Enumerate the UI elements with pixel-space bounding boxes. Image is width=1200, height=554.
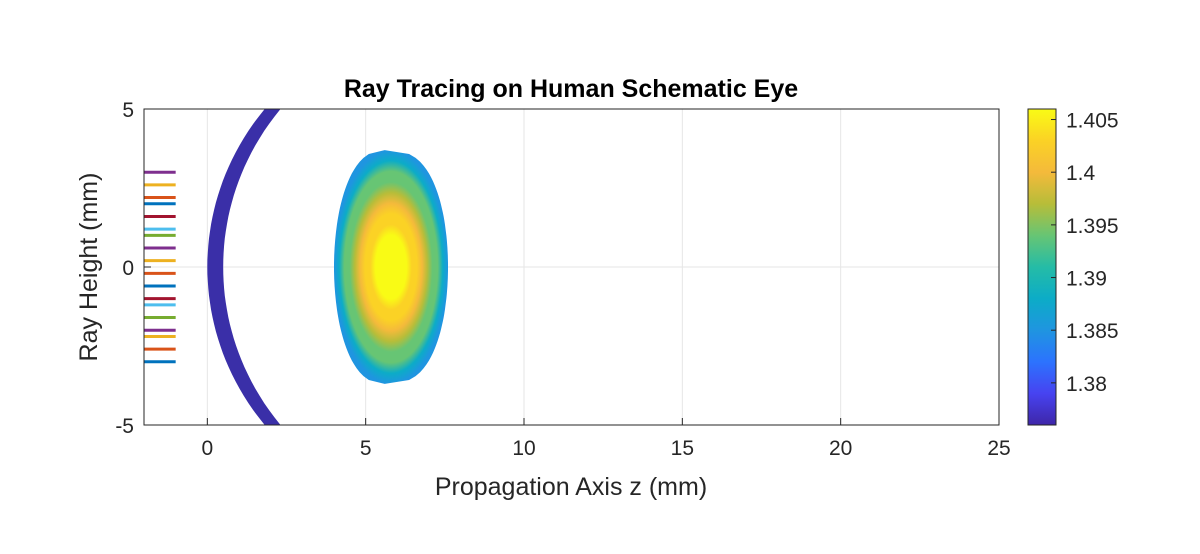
colorbar: 1.38 1.385 1.39 1.395 1.4 1.405 [1027, 108, 1119, 426]
x-tick-label: 5 [360, 437, 372, 460]
y-tick-label: -5 [115, 415, 134, 438]
x-axis-label: Propagation Axis z (mm) [435, 473, 707, 501]
colorbar-tick-label: 1.38 [1066, 373, 1107, 396]
x-tick-label: 0 [201, 437, 213, 460]
chart-title: Ray Tracing on Human Schematic Eye [344, 75, 798, 103]
y-tick-label: 5 [122, 99, 134, 122]
crystalline-lens-shape [334, 150, 448, 384]
y-axis-label: Ray Height (mm) [75, 173, 103, 362]
y-axis-ticks: -5 0 5 [115, 99, 151, 438]
colorbar-border [1027, 108, 1057, 426]
colorbar-ticks: 1.38 1.385 1.39 1.395 1.4 1.405 [1051, 110, 1119, 396]
y-tick-label: 0 [122, 257, 134, 280]
colorbar-tick-label: 1.395 [1066, 215, 1119, 238]
x-tick-label: 20 [829, 437, 852, 460]
x-tick-label: 10 [512, 437, 535, 460]
x-axis-ticks: 0 5 10 15 20 25 [201, 418, 1011, 460]
x-tick-label: 25 [987, 437, 1010, 460]
colorbar-tick-label: 1.385 [1066, 320, 1119, 343]
cornea-shape [207, 109, 281, 425]
colorbar-tick-label: 1.405 [1066, 110, 1119, 133]
incident-rays [144, 170, 176, 364]
colorbar-fill [1028, 109, 1056, 425]
colorbar-tick-label: 1.39 [1066, 268, 1107, 291]
x-tick-label: 15 [671, 437, 694, 460]
colorbar-tick-label: 1.4 [1066, 162, 1096, 185]
plot-area: 0 5 10 15 20 25 -5 0 5 [115, 99, 1011, 460]
